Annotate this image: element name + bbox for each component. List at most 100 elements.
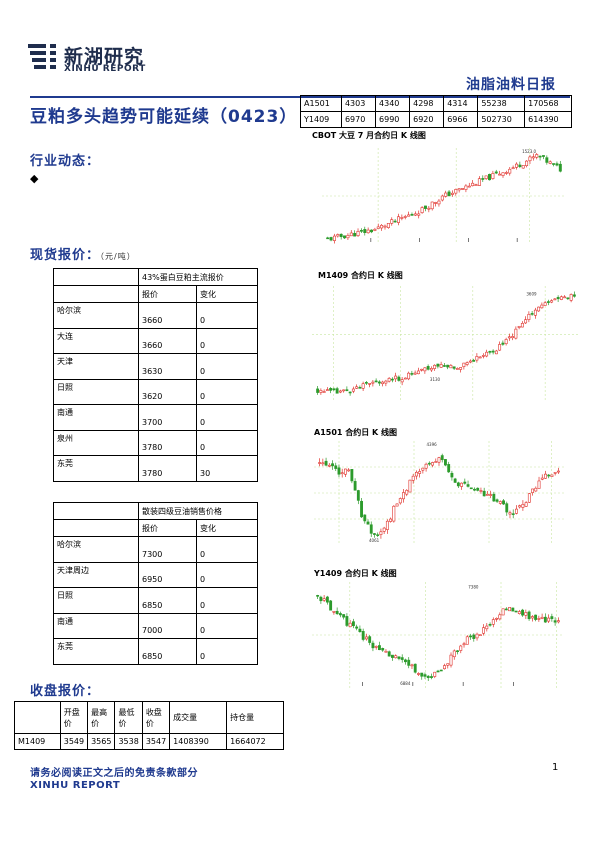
candle — [553, 620, 557, 623]
candle — [464, 185, 468, 190]
value-cell: 614390 — [524, 111, 572, 128]
city-cell: 南通 — [53, 612, 139, 639]
candle — [316, 388, 320, 393]
candle — [489, 494, 493, 496]
candle — [541, 155, 545, 157]
soymeal-price-table: 43%蛋白豆粕主流报价 报价 变化 哈尔滨 3660 0 大连 3660 0 天津 3630 0 日照 3… — [53, 268, 258, 482]
candle — [379, 531, 383, 535]
footer-brand: XINHU REPORT — [30, 780, 121, 791]
candle — [439, 364, 443, 368]
price-cell: 3620 — [138, 378, 197, 405]
candle — [537, 306, 541, 312]
candle — [505, 503, 509, 513]
candle — [405, 489, 409, 495]
footer-disclaimer: 请务必阅读正文之后的免责条款部分 — [30, 768, 198, 779]
candle — [528, 156, 532, 162]
table-row: 南通 3700 0 — [53, 404, 258, 431]
contract-cell: A1501 — [300, 95, 342, 112]
candle — [377, 381, 381, 384]
candle — [327, 464, 331, 467]
candle — [462, 362, 466, 367]
candle — [364, 636, 368, 640]
candle — [420, 368, 424, 371]
candle — [434, 461, 438, 463]
value-cell: 4298 — [409, 95, 445, 112]
candle — [340, 472, 344, 475]
change-cell: 0 — [196, 378, 258, 405]
candle — [335, 388, 339, 394]
candle — [347, 469, 351, 472]
candle — [374, 646, 378, 648]
change-cell: 30 — [196, 455, 258, 482]
candle — [420, 672, 424, 677]
candle — [455, 368, 459, 370]
candle — [325, 389, 329, 391]
candle — [547, 617, 551, 622]
candle — [339, 233, 343, 238]
candle — [520, 323, 524, 328]
change-cell: 0 — [196, 353, 258, 380]
candle — [361, 631, 365, 640]
candle — [371, 381, 375, 384]
candle — [338, 613, 342, 616]
candle — [386, 223, 390, 228]
high-label: 7380 — [468, 584, 479, 589]
col-header: 持仓量 — [226, 701, 284, 734]
low-label: 6884 — [400, 681, 411, 686]
candle — [369, 524, 373, 534]
page-number: 1 — [552, 762, 559, 773]
candle — [384, 650, 388, 653]
candle — [459, 645, 463, 651]
candle — [417, 673, 420, 675]
candle — [403, 216, 407, 218]
candle — [427, 462, 431, 465]
city-cell: 东莞 — [53, 455, 139, 482]
candle — [545, 157, 549, 163]
value-cell: 4340 — [375, 95, 411, 112]
change-cell: 0 — [196, 561, 258, 588]
candle — [384, 380, 388, 384]
candle — [366, 229, 370, 234]
col-header: 变化 — [196, 285, 258, 303]
price-cell: 6850 — [138, 587, 197, 614]
candle — [400, 379, 404, 383]
city-cell: 哈尔滨 — [53, 536, 139, 563]
candle — [433, 364, 437, 369]
section-spot: 现货报价：（元/吨） — [30, 244, 136, 263]
candle — [395, 503, 399, 507]
candle — [463, 481, 467, 484]
table-row: 日照 6850 0 — [53, 587, 258, 614]
candle — [550, 616, 554, 620]
candle — [394, 655, 398, 659]
candle — [329, 237, 333, 241]
contract-cell: M1409 — [14, 733, 61, 750]
price-cell: 6950 — [138, 561, 197, 588]
table-row: 日照 3620 0 — [53, 378, 258, 405]
candle — [494, 350, 498, 355]
candle — [491, 350, 495, 353]
candle — [407, 372, 411, 380]
candle — [508, 607, 512, 612]
candle — [440, 455, 444, 461]
table-row: 南通 7000 0 — [53, 612, 258, 639]
candle — [351, 388, 355, 392]
candle — [356, 490, 360, 501]
candle — [338, 390, 342, 393]
value-cell: 6920 — [409, 111, 445, 128]
candle — [416, 370, 420, 375]
candle — [322, 391, 326, 393]
y1409-kline-chart: 7380 6884 — [312, 582, 564, 688]
candle — [559, 296, 563, 300]
candle — [392, 505, 396, 522]
candle — [467, 185, 471, 188]
candle — [525, 160, 529, 167]
candle — [361, 383, 365, 389]
logo-icon — [28, 40, 56, 72]
candle — [518, 505, 522, 508]
close-price-table: 开盘价 最高价 最低价 收盘价 成交量 持仓量 M1409 3549 3565 3538 3547 1… — [14, 701, 284, 750]
report-type: 油脂油料日报 — [466, 77, 556, 93]
candle — [533, 309, 537, 316]
high-label: 4396 — [427, 442, 438, 447]
change-cell: 0 — [196, 612, 258, 639]
candle — [368, 383, 372, 385]
